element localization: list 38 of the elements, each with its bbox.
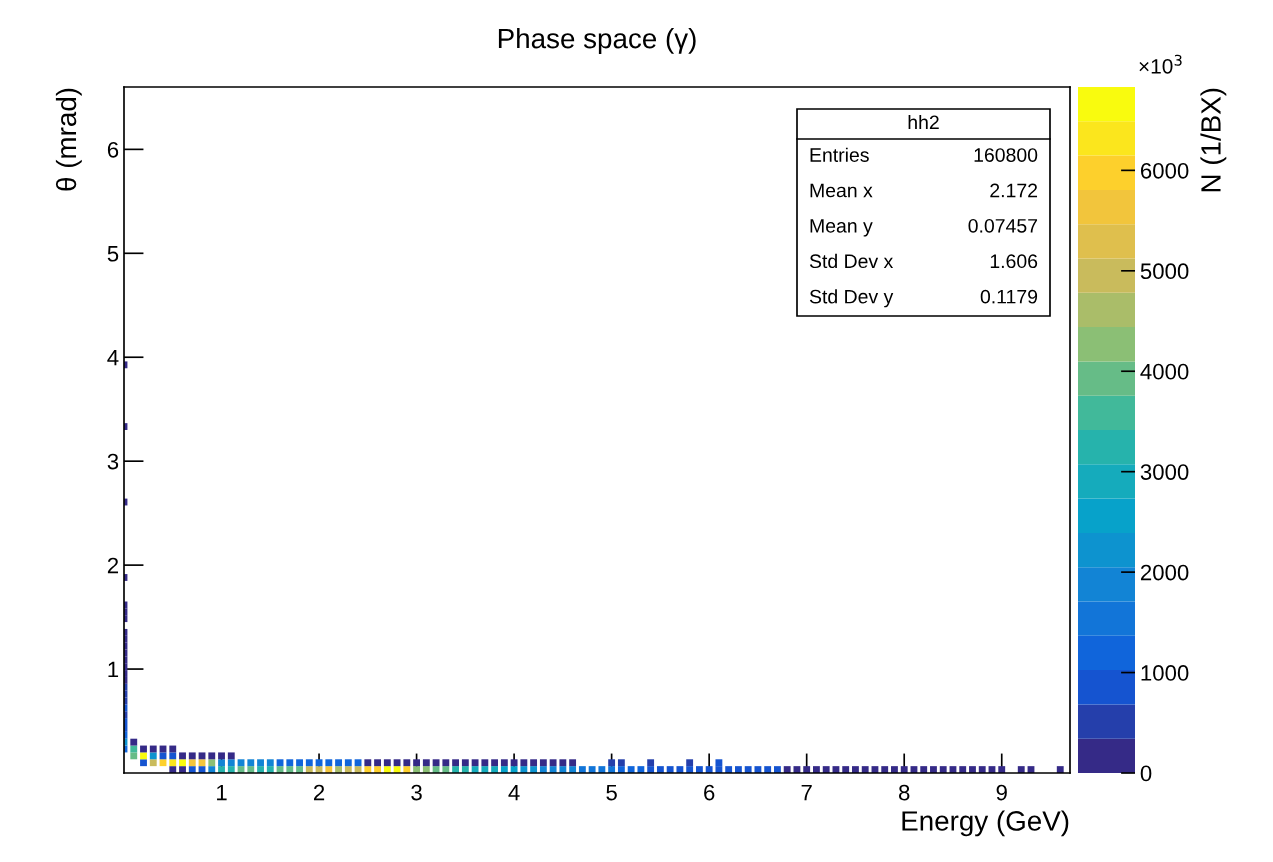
x-tick-label: 3 <box>411 784 422 801</box>
annotation: Mean x <box>810 183 873 198</box>
x-tick-label: 8 <box>898 784 910 801</box>
color-bar-label: 3000 <box>1140 464 1189 480</box>
y-tick-label: 4 <box>107 350 119 366</box>
y-tick-label: 1 <box>108 661 119 678</box>
x-tick-label: 4 <box>508 784 520 801</box>
color-bar-label: 2000 <box>1140 564 1189 581</box>
annotation: 1.606 <box>990 254 1038 269</box>
color-bar-label: 4000 <box>1140 363 1189 380</box>
annotation: 2.172 <box>990 183 1038 198</box>
y-tick-label: 2 <box>107 557 119 574</box>
annotation: 160800 <box>974 148 1038 162</box>
x-tick-label: 9 <box>996 784 1007 801</box>
x-tick-label: 1 <box>217 784 227 801</box>
text: ×10$^{3}$ <box>1139 54 1182 74</box>
x-axis-title: Energy (GeV) <box>902 810 1069 837</box>
y-axis-title: θ (mrad) <box>55 88 82 191</box>
x-tick-label: 6 <box>704 784 715 801</box>
annotation: Entries <box>810 147 869 162</box>
annotation: Std Dev x <box>809 253 894 269</box>
chart-title: Phase space (γ) <box>498 27 696 54</box>
y-tick-label: 6 <box>107 141 119 158</box>
annotation: 0.07457 <box>968 218 1038 233</box>
color-bar-title: N (1/BX) <box>1200 88 1227 192</box>
color-bar-label: 1000 <box>1141 665 1189 681</box>
color-bar-label: 5000 <box>1140 263 1189 280</box>
x-tick-label: 2 <box>313 784 325 801</box>
annotation: 0.1179 <box>980 289 1038 304</box>
annotation: Mean y <box>810 219 873 237</box>
y-tick-label: 3 <box>107 453 119 470</box>
annotation: Std Dev y <box>809 289 894 308</box>
color-bar-label: 6000 <box>1140 162 1189 179</box>
annotation: hh2 <box>908 114 939 130</box>
x-tick-label: 5 <box>606 784 617 801</box>
color-bar-label: 0 <box>1140 765 1152 782</box>
y-tick-label: 5 <box>107 246 119 262</box>
x-tick-label: 7 <box>801 784 812 801</box>
